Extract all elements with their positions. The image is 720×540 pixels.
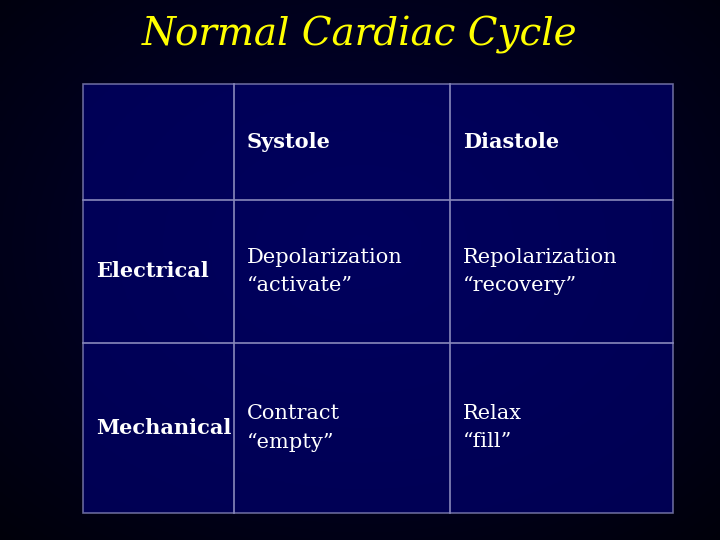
Text: Repolarization
“recovery”: Repolarization “recovery” xyxy=(463,248,618,295)
Text: Normal Cardiac Cycle: Normal Cardiac Cycle xyxy=(142,16,578,54)
Text: Diastole: Diastole xyxy=(463,132,559,152)
Text: Relax
“fill”: Relax “fill” xyxy=(463,404,522,451)
Text: Depolarization
“activate”: Depolarization “activate” xyxy=(247,248,402,295)
Text: Systole: Systole xyxy=(247,132,330,152)
Text: Electrical: Electrical xyxy=(96,261,209,281)
Bar xyxy=(83,84,673,513)
Text: Mechanical: Mechanical xyxy=(96,418,231,438)
Text: Contract
“empty”: Contract “empty” xyxy=(247,404,340,451)
